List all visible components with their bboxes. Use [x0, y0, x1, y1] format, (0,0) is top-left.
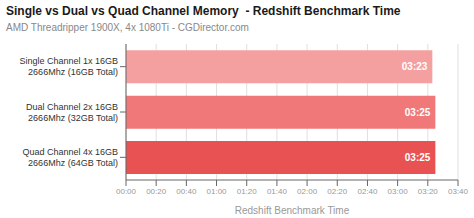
svg-text:01:40: 01:40 [267, 187, 288, 196]
svg-text:03:20: 03:20 [418, 187, 439, 196]
svg-text:Dual Channel 2x 16GB2666Mhz (3: Dual Channel 2x 16GB2666Mhz (32GB Total) [26, 102, 118, 123]
svg-text:03:00: 03:00 [388, 187, 409, 196]
svg-text:03:23: 03:23 [402, 61, 428, 72]
svg-text:03:40: 03:40 [448, 187, 466, 196]
svg-text:02:00: 02:00 [297, 187, 318, 196]
svg-text:Quad Channel 4x 16GB2666Mhz (6: Quad Channel 4x 16GB2666Mhz (64GB Total) [22, 147, 118, 168]
svg-text:01:00: 01:00 [207, 187, 228, 196]
svg-text:01:20: 01:20 [237, 187, 258, 196]
svg-text:02:20: 02:20 [327, 187, 348, 196]
html-text:AMD Threadripper 1900X, 4x 108: AMD Threadripper 1900X, 4x 1080Ti - CGDi… [6, 22, 249, 33]
svg-text:03:25: 03:25 [405, 107, 431, 118]
svg-text:Redshift Benchmark Time: Redshift Benchmark Time [235, 205, 350, 216]
html-text:Single vs Dual vs Quad Channel: Single vs Dual vs Quad Channel Memory - … [6, 4, 401, 18]
svg-text:Single Channel 1x 16GB2666Mhz: Single Channel 1x 16GB2666Mhz (16GB Tota… [19, 56, 118, 77]
svg-text:02:40: 02:40 [357, 187, 378, 196]
svg-text:00:00: 00:00 [116, 187, 137, 196]
svg-text:00:20: 00:20 [146, 187, 167, 196]
svg-text:03:25: 03:25 [405, 152, 431, 163]
svg-text:00:40: 00:40 [176, 187, 197, 196]
